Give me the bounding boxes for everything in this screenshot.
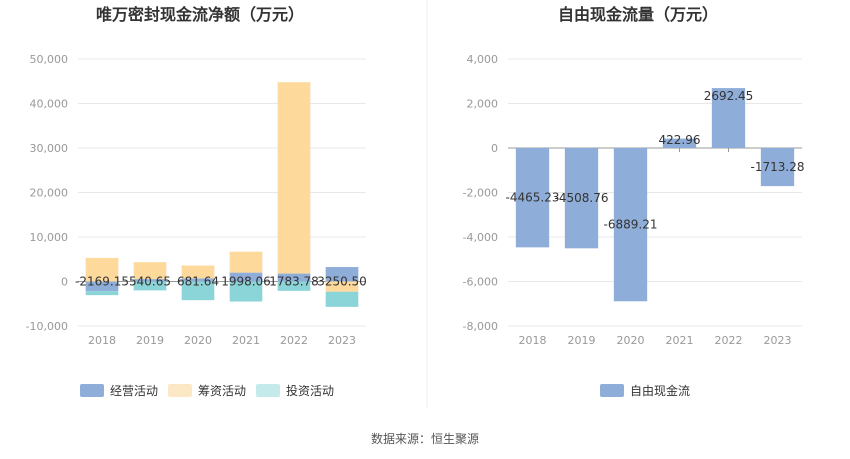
- y-tick-label: 0: [491, 142, 498, 155]
- bar-3: [229, 281, 263, 302]
- y-tick-label: -10,000: [26, 320, 68, 333]
- x-tick-label: 2022: [280, 334, 308, 347]
- legend-swatch: [168, 384, 192, 397]
- legend-swatch: [600, 384, 624, 397]
- bar-1: [181, 278, 215, 282]
- data-label: 1783.78: [269, 275, 319, 289]
- bar-2: [85, 257, 119, 282]
- bar: [564, 148, 599, 249]
- data-label: -1713.28: [751, 160, 805, 174]
- cash-flow-net-chart: 唯万密封现金流净额（万元） -10,000 0 10,000 20,000 30,000 4…: [26, 5, 367, 398]
- x-tick-label: 2019: [136, 334, 164, 347]
- y-tick-label: 2,000: [467, 98, 499, 111]
- data-label: -2169.15: [75, 275, 129, 289]
- x-tick-label: 2018: [88, 334, 116, 347]
- bar: [613, 148, 648, 302]
- data-label: 681.64: [177, 275, 219, 289]
- legend-label: 筹资活动: [198, 384, 246, 398]
- data-label: 1998.06: [221, 275, 271, 289]
- y-tick-label: 40,000: [30, 98, 69, 111]
- data-label: -4508.76: [555, 191, 609, 205]
- x-tick-label: 2021: [666, 334, 694, 347]
- data-label: 2692.45: [704, 89, 754, 103]
- chart-title: 唯万密封现金流净额（万元）: [96, 5, 304, 24]
- bar: [662, 138, 697, 148]
- x-tick-label: 2023: [764, 334, 792, 347]
- x-tick-label: 2023: [328, 334, 356, 347]
- bar-2: [229, 251, 263, 273]
- bar: [711, 88, 746, 148]
- free-cash-flow-chart: 自由现金流量（万元） -8,000 -6,000 -4,000 -2,000 0 2,000…: [463, 5, 805, 398]
- y-tick-label: 30,000: [30, 142, 69, 155]
- data-label: -4465.23: [506, 191, 560, 205]
- y-tick-label: 50,000: [30, 53, 69, 66]
- data-label: 3250.50: [317, 275, 367, 289]
- bar-2: [133, 262, 167, 280]
- bar-3: [277, 281, 311, 291]
- data-label: 422.96: [659, 133, 701, 147]
- bar-2: [277, 82, 311, 274]
- legend-label: 经营活动: [110, 384, 158, 398]
- y-tick-label: -4,000: [463, 231, 498, 244]
- y-tick-label: 0: [61, 276, 68, 289]
- data-source-label: 数据来源：恒生聚源: [371, 431, 479, 446]
- y-tick-label: -2,000: [463, 187, 498, 200]
- bar-3: [325, 291, 359, 307]
- x-tick-label: 2020: [184, 334, 212, 347]
- y-tick-label: 10,000: [30, 231, 69, 244]
- y-tick-label: 4,000: [467, 53, 499, 66]
- bar-1: [325, 267, 359, 282]
- bar-3: [133, 281, 167, 291]
- bar-2: [181, 265, 215, 279]
- bar-2: [325, 281, 359, 292]
- y-tick-label: 20,000: [30, 187, 69, 200]
- bar: [515, 148, 550, 248]
- y-tick-label: -6,000: [463, 276, 498, 289]
- bar-1: [229, 272, 263, 282]
- x-tick-label: 2018: [519, 334, 547, 347]
- legend-swatch: [80, 384, 104, 397]
- legend-label: 自由现金流: [630, 383, 690, 398]
- bar-1: [277, 273, 311, 282]
- data-label: 540.65: [129, 275, 171, 289]
- x-tick-label: 2020: [617, 334, 645, 347]
- bar-1: [133, 279, 167, 282]
- legend-swatch: [256, 384, 280, 397]
- x-tick-label: 2019: [568, 334, 596, 347]
- data-label: -6889.21: [604, 218, 658, 232]
- x-tick-label: 2021: [232, 334, 260, 347]
- chart-title: 自由现金流量（万元）: [558, 5, 718, 24]
- bar-1: [85, 281, 119, 292]
- legend-label: 投资活动: [286, 383, 334, 398]
- x-tick-label: 2022: [715, 334, 743, 347]
- bar: [760, 148, 795, 187]
- bar-3: [181, 281, 215, 301]
- bar-3: [85, 291, 119, 296]
- y-tick-label: -8,000: [463, 320, 498, 333]
